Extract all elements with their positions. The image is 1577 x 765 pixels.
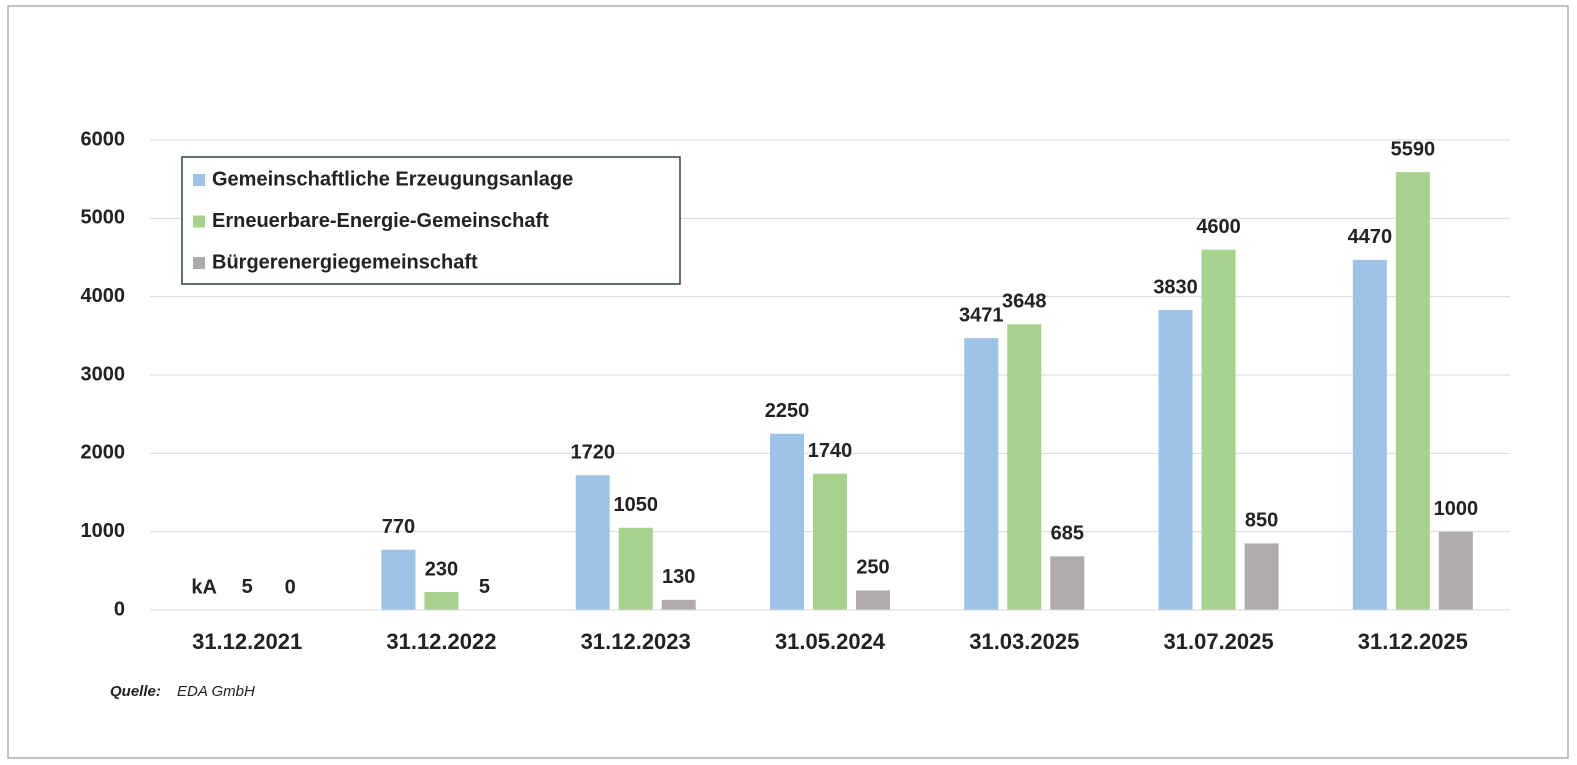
source-label: Quelle: <box>110 683 161 700</box>
bar <box>1438 531 1473 610</box>
data-label: 250 <box>856 557 889 579</box>
data-label: 0 <box>285 576 296 598</box>
data-label: 4600 <box>1196 216 1241 238</box>
legend-swatch <box>193 174 205 186</box>
bar <box>618 527 653 610</box>
x-tick-label: 31.12.2022 <box>386 629 496 654</box>
y-tick-label: 1000 <box>81 520 126 542</box>
data-label: 850 <box>1245 510 1278 532</box>
data-label: 5590 <box>1391 138 1436 160</box>
legend-swatch <box>193 215 205 228</box>
data-label: 770 <box>382 516 415 538</box>
bar <box>1201 249 1236 610</box>
x-tick-label: 31.07.2025 <box>1164 629 1274 654</box>
bar <box>1352 259 1387 610</box>
data-label: 1740 <box>808 440 853 462</box>
bar <box>1244 543 1279 610</box>
data-label: 1720 <box>570 442 615 464</box>
data-label: 4470 <box>1348 226 1393 248</box>
data-label: 1000 <box>1434 498 1479 520</box>
data-label: 5 <box>479 576 490 598</box>
legend-box <box>181 156 681 285</box>
y-tick-label: 0 <box>114 598 125 620</box>
y-tick-label: 2000 <box>81 442 126 464</box>
legend-swatch <box>193 257 205 269</box>
legend-label: Gemeinschaftliche Erzeugungsanlage <box>212 168 573 190</box>
data-label: 685 <box>1051 523 1084 545</box>
data-label: 130 <box>662 566 695 588</box>
bar <box>424 591 459 610</box>
bar <box>1395 172 1430 610</box>
y-tick-label: 6000 <box>81 128 126 150</box>
legend-label: Erneuerbare-Energie-Gemeinschaft <box>212 210 549 232</box>
frame <box>7 5 1569 759</box>
bar <box>575 475 610 610</box>
data-label: 3471 <box>959 304 1004 326</box>
data-label: 1050 <box>613 494 658 516</box>
data-label: 230 <box>425 558 458 580</box>
source-text: EDA GmbH <box>177 683 255 700</box>
x-tick-label: 31.03.2025 <box>969 629 1079 654</box>
x-tick-label: 31.12.2025 <box>1358 629 1468 654</box>
data-label: 3648 <box>1002 291 1047 313</box>
bar <box>813 473 847 610</box>
bar <box>856 590 890 610</box>
bar <box>964 338 999 610</box>
legend-label: Bürgerenergiegemeinschaft <box>212 251 478 273</box>
y-tick-label: 5000 <box>81 207 126 229</box>
x-tick-label: 31.12.2023 <box>581 629 691 654</box>
bar <box>381 549 416 610</box>
data-label: 5 <box>242 576 253 598</box>
bar <box>661 599 696 610</box>
y-tick-label: 4000 <box>81 285 126 307</box>
data-label: 3830 <box>1153 276 1198 298</box>
data-label: 2250 <box>765 400 810 422</box>
bar <box>770 433 804 610</box>
bar <box>1007 324 1042 610</box>
x-tick-label: 31.05.2024 <box>775 629 886 654</box>
x-tick-label: 31.12.2021 <box>192 629 302 654</box>
bar <box>1158 309 1193 610</box>
y-tick-label: 3000 <box>81 363 126 385</box>
data-label: kA <box>191 576 217 598</box>
bar <box>1050 556 1085 610</box>
